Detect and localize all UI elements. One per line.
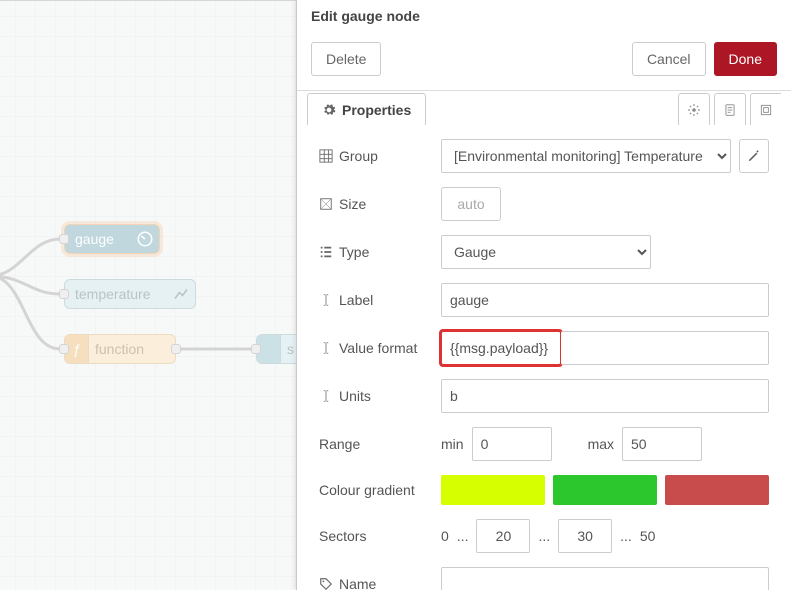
edit-panel: Edit gauge node Delete Cancel Done Prope… [296, 0, 791, 590]
flow-node-label: function [95, 341, 144, 357]
label-name: Name [339, 576, 376, 590]
label-type: Type [339, 244, 369, 260]
pencil-icon [747, 149, 761, 163]
gradient-color-2[interactable] [553, 475, 657, 505]
label-units: Units [339, 388, 371, 404]
sector-2-input[interactable] [558, 519, 612, 553]
value-format-input[interactable] [441, 331, 561, 365]
gradient-color-1[interactable] [441, 475, 545, 505]
panel-title: Edit gauge node [297, 0, 791, 34]
size-button[interactable]: auto [441, 187, 501, 221]
flow-node-temperature[interactable]: temperature [64, 279, 196, 309]
document-icon [723, 103, 737, 117]
sectors-low: 0 [441, 528, 449, 544]
tab-appearance[interactable] [750, 93, 781, 125]
label-label: Label [339, 292, 373, 308]
text-cursor-icon [319, 293, 333, 307]
expand-icon [759, 103, 773, 117]
gradient-color-3[interactable] [665, 475, 769, 505]
flow-node-label: s [287, 341, 294, 357]
label-group: Group [339, 148, 378, 164]
value-format-extend [561, 331, 769, 365]
tab-label: Properties [342, 102, 411, 118]
tag-icon [319, 577, 333, 590]
label-range: Range [319, 436, 360, 452]
flow-node-function[interactable]: ƒ function [64, 334, 176, 364]
flow-node-gauge[interactable]: gauge [64, 224, 160, 254]
name-input[interactable] [441, 567, 769, 590]
sector-1-input[interactable] [476, 519, 530, 553]
flow-node-label: temperature [75, 286, 150, 302]
delete-button[interactable]: Delete [311, 42, 381, 76]
grid-icon [319, 149, 333, 163]
range-min-label: min [441, 436, 464, 452]
tab-description[interactable] [714, 93, 746, 125]
sector-sep: ... [457, 528, 469, 544]
label-valueformat: Value format [339, 340, 417, 356]
label-sectors: Sectors [319, 528, 366, 544]
label-size: Size [339, 196, 366, 212]
sector-sep: ... [620, 528, 632, 544]
sectors-high: 50 [640, 528, 656, 544]
cancel-button[interactable]: Cancel [632, 42, 706, 76]
sector-sep: ... [538, 528, 550, 544]
text-cursor-icon [319, 389, 333, 403]
chart-icon [172, 285, 190, 303]
flow-node-label: gauge [75, 231, 114, 247]
flow-workspace[interactable]: gauge temperature ƒ function s [0, 0, 296, 590]
label-input[interactable] [441, 283, 769, 317]
gear-icon [322, 103, 336, 117]
label-gradient: Colour gradient [319, 482, 415, 498]
gauge-icon [136, 230, 154, 248]
units-input[interactable] [441, 379, 769, 413]
text-cursor-icon [319, 341, 333, 355]
range-min-input[interactable] [472, 427, 552, 461]
tab-settings[interactable] [678, 93, 710, 125]
list-icon [319, 245, 333, 259]
range-max-label: max [588, 436, 614, 452]
done-button[interactable]: Done [714, 42, 777, 76]
group-select[interactable]: [Environmental monitoring] Temperature [441, 139, 731, 173]
gear-icon [687, 103, 701, 117]
range-max-input[interactable] [622, 427, 702, 461]
edit-group-button[interactable] [739, 139, 769, 173]
type-select[interactable]: Gauge [441, 235, 651, 269]
tab-properties[interactable]: Properties [307, 93, 426, 125]
resize-icon [319, 197, 333, 211]
